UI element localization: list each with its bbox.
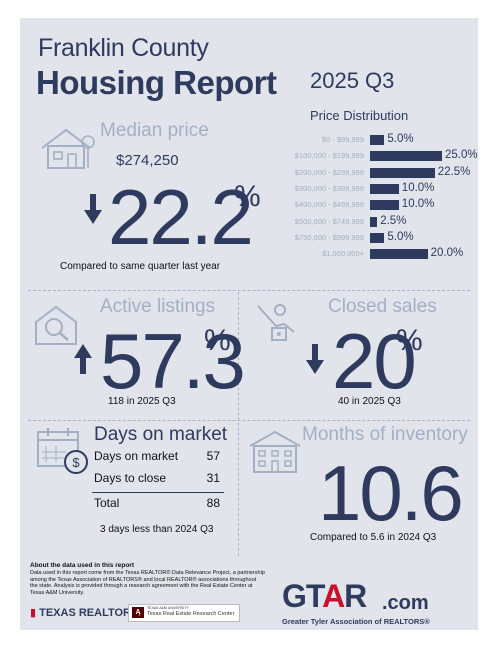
divider <box>28 290 470 291</box>
atm-logo-icon: Ą <box>132 607 144 618</box>
distribution-row: $300,000 - $399,999 10.0% <box>248 181 478 197</box>
distribution-value: 20.0% <box>430 247 464 260</box>
trerc-logo: Ą TEXAS A&M UNIVERSITY Texas Real Estate… <box>128 604 240 622</box>
house-icon <box>38 124 96 177</box>
trerc-main-text: Texas Real Estate Research Center <box>147 611 235 617</box>
dom-note: 3 days less than 2024 Q3 <box>100 524 214 535</box>
median-change-percent: % <box>234 180 261 213</box>
distribution-bar <box>370 249 428 260</box>
distribution-value: 22.5% <box>437 165 471 178</box>
distribution-bar <box>370 216 378 227</box>
tr-mark-icon: ▮ <box>30 607 37 619</box>
dom-title: Days on market <box>94 424 228 445</box>
inventory-note: Compared to 5.6 in 2024 Q3 <box>310 532 437 543</box>
dom-total-value: 88 <box>206 496 220 510</box>
distribution-label: $750,000 - $999,999 <box>294 232 364 242</box>
inventory-title: Months of inventory <box>302 424 468 445</box>
magnifier-house-icon <box>34 304 78 351</box>
about-text: Data used in this report come from the T… <box>30 570 265 596</box>
active-change-value: 57.3 <box>100 317 246 405</box>
distribution-label: $1,000,000+ <box>322 249 364 259</box>
distribution-bar <box>370 183 399 194</box>
report-title: Housing Report <box>36 64 277 101</box>
closed-title: Closed sales <box>328 296 437 317</box>
down-arrow-icon <box>84 194 102 229</box>
total-rule <box>92 492 224 493</box>
divider <box>28 420 470 421</box>
gtar-text-gt: GT <box>282 578 323 614</box>
median-title: Median price <box>100 120 209 141</box>
distribution-bar <box>370 135 385 145</box>
distribution-label: $200,000 - $299,999 <box>294 167 364 177</box>
median-price: $274,250 <box>116 152 179 169</box>
dom-total-label: Total <box>94 496 120 510</box>
county-name: Franklin County <box>38 34 209 62</box>
active-title: Active listings <box>100 296 216 317</box>
inventory-value: 10.6 <box>318 449 464 537</box>
trerc-small-text: TEXAS A&M UNIVERSITY <box>147 606 189 610</box>
distribution-label: $300,000 - $399,999 <box>294 183 364 193</box>
closed-change-value: 20 <box>332 317 417 405</box>
active-note: 118 in 2025 Q3 <box>108 396 176 407</box>
distribution-value: 2.5% <box>380 214 407 227</box>
active-change-percent: % <box>204 324 231 357</box>
about-title: About the data used in this report <box>30 562 135 569</box>
median-note: Compared to same quarter last year <box>60 261 221 272</box>
distribution-bar <box>370 151 442 162</box>
distribution-value: 25.0% <box>445 149 478 162</box>
distribution-value: 10.0% <box>401 181 435 194</box>
report-quarter: 2025 Q3 <box>310 68 395 93</box>
svg-text:$: $ <box>72 455 80 470</box>
dom-row-label: Days to close <box>94 471 167 485</box>
distribution-title: Price Distribution <box>310 108 409 123</box>
up-arrow-icon <box>74 344 92 379</box>
report-page: Franklin County Housing Report 2025 Q3 M… <box>20 18 478 630</box>
distribution-bar <box>370 167 435 178</box>
distribution-row: $0 - $99,999 5.0% <box>248 133 478 148</box>
distribution-value: 5.0% <box>387 133 414 145</box>
distribution-label: $400,000 - $499,999 <box>294 200 364 210</box>
gtar-text-r: R <box>344 578 367 614</box>
distribution-row: $400,000 - $499,999 10.0% <box>248 198 478 213</box>
key-hand-icon <box>254 298 304 353</box>
closed-change-percent: % <box>396 324 423 357</box>
distribution-bar <box>370 232 385 243</box>
dom-row-value: 57 <box>206 449 220 463</box>
gtar-domain: .com <box>382 592 429 614</box>
dom-row-label: Days on market <box>94 449 179 463</box>
distribution-row: $1,000,000+ 20.0% <box>248 247 478 262</box>
median-change-value: 22.2 <box>108 173 254 261</box>
gtar-tagline: Greater Tyler Association of REALTORS® <box>282 617 430 626</box>
gtar-logo: GTAR <box>282 578 367 615</box>
down-arrow-icon <box>306 344 324 379</box>
gtar-text-a: A <box>322 578 345 614</box>
distribution-row: $200,000 - $299,999 22.5% <box>248 165 478 181</box>
distribution-label: $0 - $99,999 <box>321 135 364 144</box>
distribution-value: 10.0% <box>401 198 435 211</box>
divider <box>238 292 239 556</box>
distribution-bar <box>370 200 399 211</box>
distribution-value: 5.0% <box>387 230 414 243</box>
distribution-row: $750,000 - $999,999 5.0% <box>248 230 478 246</box>
distribution-row: $500,000 - $749,999 2.5% <box>248 214 478 230</box>
texas-realtors-logo: ▮ TEXAS REALTORS <box>30 606 138 619</box>
distribution-label: $500,000 - $749,999 <box>294 216 364 226</box>
calendar-dollar-icon: $ <box>36 428 90 481</box>
texas-realtors-text: TEXAS REALTORS <box>39 607 139 619</box>
dom-row-value: 31 <box>206 471 220 485</box>
distribution-label: $100,000 - $199,999 <box>294 151 364 161</box>
building-icon <box>248 430 302 479</box>
distribution-row: $100,000 - $199,999 25.0% <box>248 149 478 164</box>
closed-note: 40 in 2025 Q3 <box>338 396 401 407</box>
